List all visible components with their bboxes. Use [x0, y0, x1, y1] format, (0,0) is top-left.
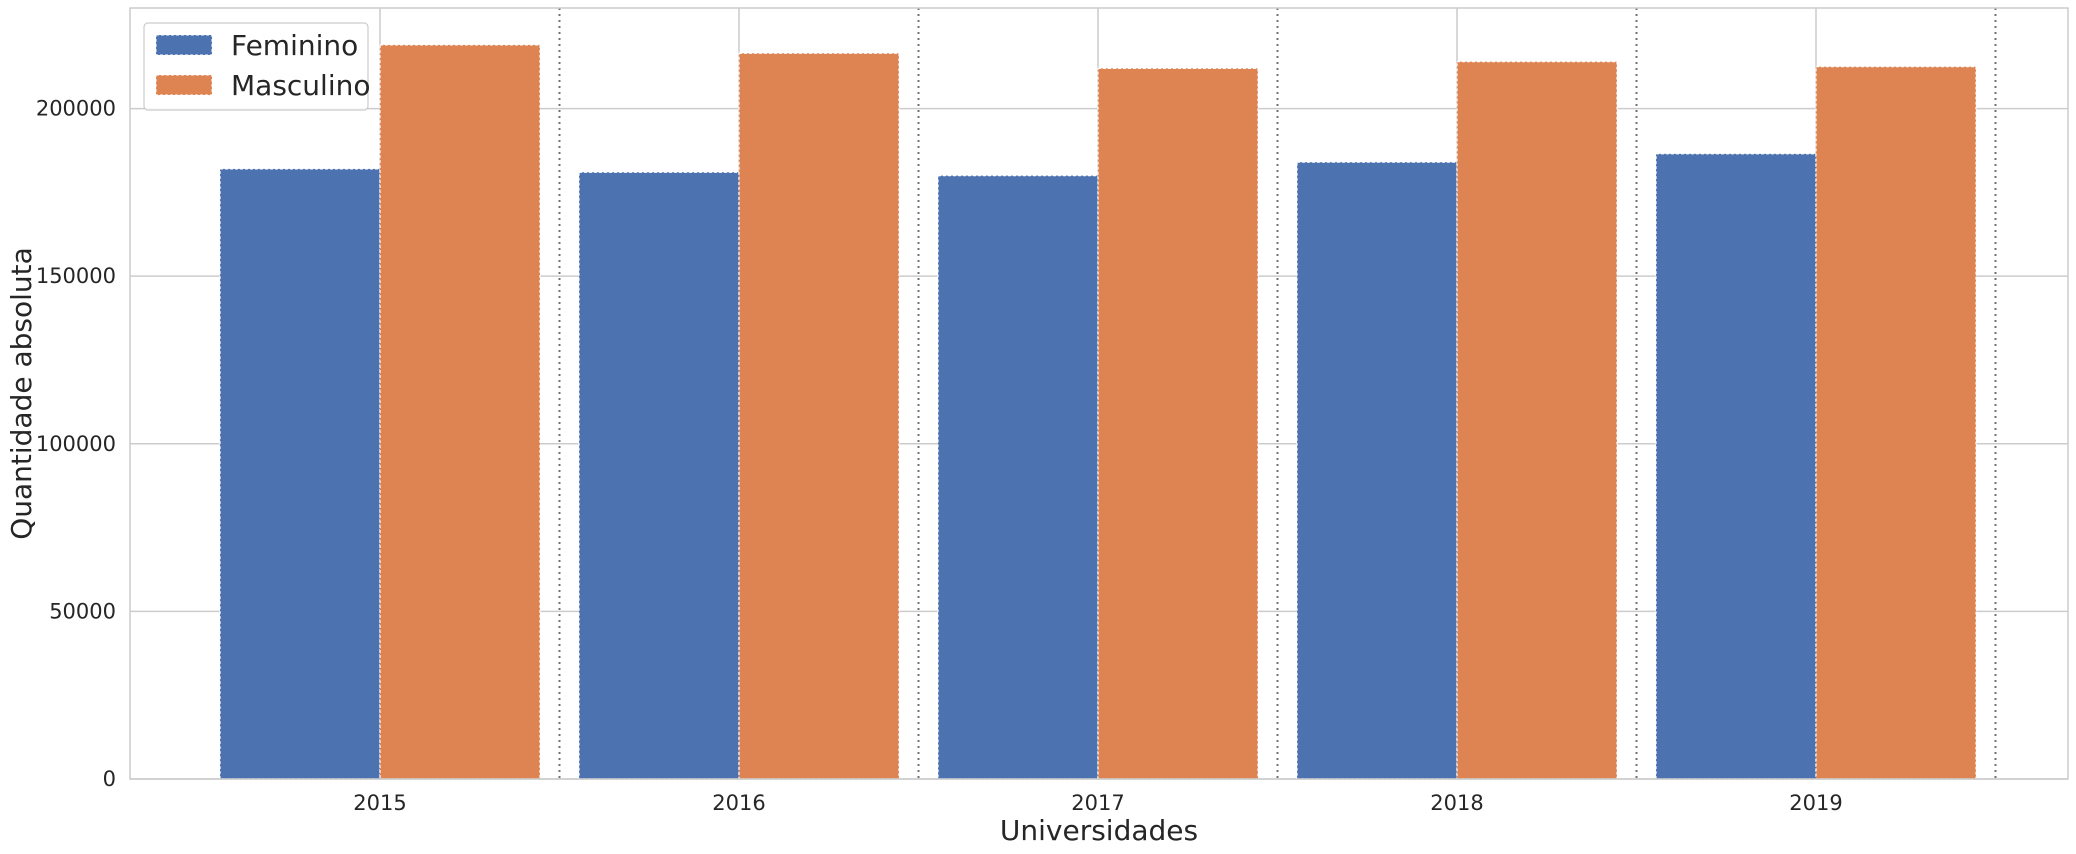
x-axis-label: Universidades [1000, 814, 1198, 847]
x-tick-label: 2017 [1071, 791, 1124, 815]
x-tick-label: 2015 [353, 791, 406, 815]
legend-label-masculino: Masculino [231, 69, 370, 102]
y-tick-label: 50000 [49, 599, 116, 623]
legend: Feminino Masculino [143, 22, 370, 111]
separator-layer [558, 8, 1997, 779]
bar-masculino-2018 [1456, 61, 1618, 780]
y-tick-label: 100000 [36, 432, 116, 456]
bar-feminino-2016 [578, 171, 740, 780]
bars-layer [219, 44, 1977, 780]
bar-masculino-2016 [738, 52, 900, 780]
tick-labels-layer: 0 50000 100000 150000 200000 2015 2016 2017 2018… [36, 97, 1843, 815]
x-tick-label: 2019 [1789, 791, 1842, 815]
x-tick-label: 2016 [712, 791, 765, 815]
y-tick-label: 0 [103, 767, 116, 791]
y-axis-label: Quantidade absoluta [5, 247, 38, 540]
bar-feminino-2019 [1655, 153, 1817, 780]
plot-frame [129, 7, 2069, 780]
legend-label-feminino: Feminino [231, 29, 358, 62]
bar-feminino-2015 [219, 168, 381, 780]
bar-masculino-2015 [379, 44, 541, 780]
legend-swatch-masculino [155, 74, 213, 96]
bar-feminino-2017 [937, 175, 1099, 780]
y-tick-label: 200000 [36, 97, 116, 121]
x-tick-label: 2018 [1430, 791, 1483, 815]
bar-feminino-2018 [1296, 161, 1458, 780]
y-tick-label: 150000 [36, 264, 116, 288]
legend-swatch-feminino [155, 34, 213, 56]
bar-masculino-2017 [1097, 67, 1259, 780]
bar-masculino-2019 [1815, 66, 1977, 780]
